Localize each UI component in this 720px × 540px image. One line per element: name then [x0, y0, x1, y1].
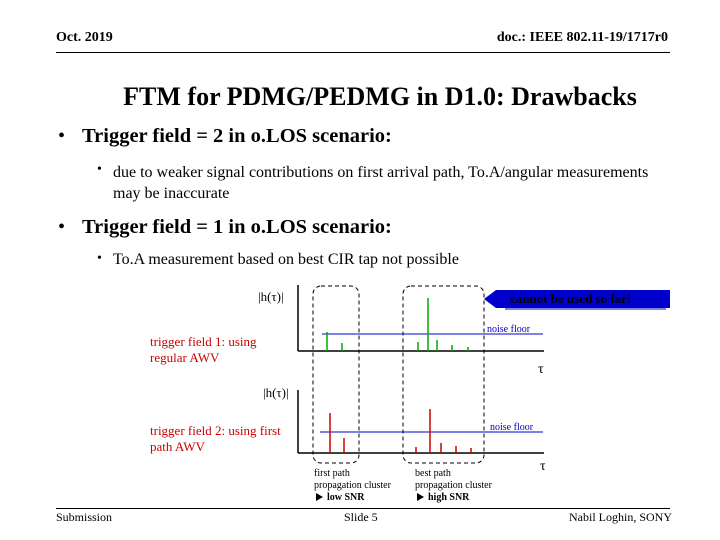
- sub-bullet-marker: •: [97, 251, 102, 266]
- footer-rule: [56, 508, 670, 509]
- plot2-tau-label: τ: [540, 459, 546, 474]
- callout-text: cannot be used so far!: [510, 291, 632, 306]
- bullet-2-text: Trigger field = 1 in o.LOS scenario:: [82, 216, 392, 238]
- callout-arrow: [484, 290, 670, 308]
- footer-submission: Submission: [56, 510, 113, 524]
- bullet-marker: •: [58, 216, 66, 238]
- header-doc-id: doc.: IEEE 802.11-19/1717r0: [496, 30, 668, 45]
- cluster2-caption-line2: propagation cluster: [415, 480, 492, 491]
- cluster2-caption-line3: high SNR: [428, 492, 470, 503]
- bullet-1-text: Trigger field = 2 in o.LOS scenario:: [82, 125, 392, 147]
- plot1-label: trigger field 1: using regular AWV: [150, 334, 257, 365]
- cluster1-caption-line2: propagation cluster: [314, 480, 391, 491]
- plot2-label: trigger field 2: using first path AWV: [150, 423, 281, 454]
- sub-bullet-marker: •: [97, 162, 102, 177]
- plot2-axis-label: |h(τ)|: [263, 385, 289, 400]
- arrow-right-icon: [417, 493, 424, 501]
- plot2-noise-floor-label: noise floor: [490, 422, 534, 433]
- bullet-marker: •: [58, 125, 66, 147]
- footer-author: Nabil Loghin, SONY: [569, 510, 672, 524]
- plot1-noise-floor-label: noise floor: [487, 324, 531, 335]
- arrow-right-icon: [316, 493, 323, 501]
- cluster1-caption-line3: low SNR: [327, 492, 365, 503]
- cluster2-caption-line1: best path: [415, 468, 451, 479]
- slide-title: FTM for PDMG/PEDMG in D1.0: Drawbacks: [123, 82, 637, 111]
- cluster2-box: [402, 285, 485, 464]
- bullet-1-sub-1: due to weaker signal contributions on fi…: [113, 164, 649, 202]
- header-rule: [56, 52, 670, 53]
- bullet-2-sub-1: To.A measurement based on best CIR tap n…: [113, 251, 459, 268]
- header-date: Oct. 2019: [56, 30, 113, 45]
- cluster1-caption-line1: first path: [314, 468, 350, 479]
- cluster1-box: [312, 285, 360, 464]
- footer-slide-number: Slide 5: [344, 510, 378, 524]
- plot1-tau-label: τ: [538, 362, 544, 377]
- plot1-axis-label: |h(τ)|: [258, 289, 284, 304]
